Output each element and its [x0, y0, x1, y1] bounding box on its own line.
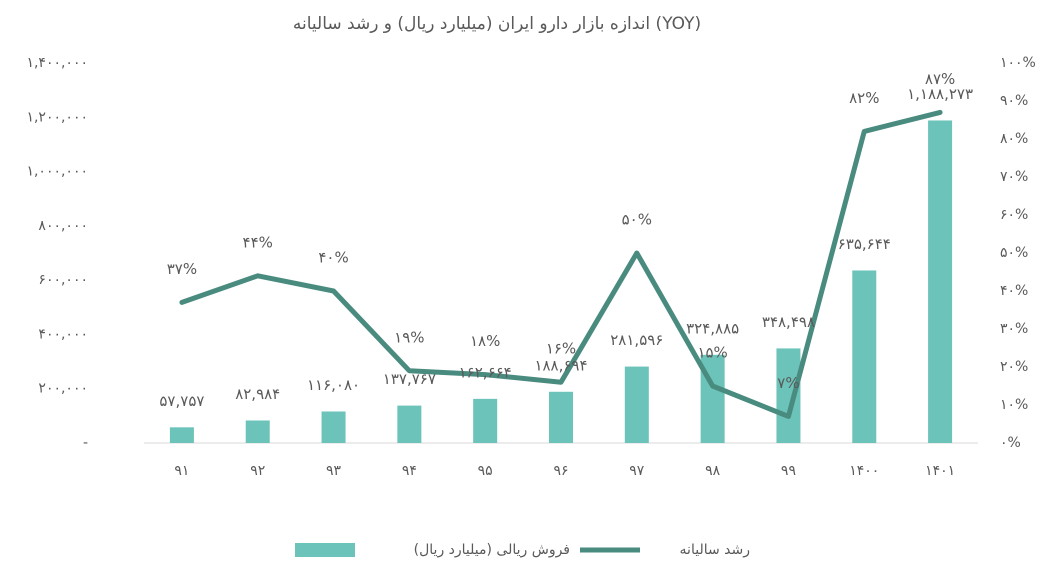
x-tick-label: ۱۴۰۰ [849, 463, 879, 479]
bar [397, 405, 422, 443]
x-tick-label: ۹۷ [629, 463, 645, 479]
bar-value-label: ۵۷,۷۵۷ [159, 392, 204, 410]
y2-tick-label: ۳۰% [1000, 321, 1028, 337]
line [179, 109, 943, 419]
legend-label: رشد سالیانه [680, 542, 750, 558]
y2-tick-label: ۴۰% [1000, 283, 1028, 299]
bar-value-label: ۱۶۲,۶۶۴ [459, 363, 512, 381]
y-tick-label: ۸۰۰,۰۰۰ [38, 218, 88, 234]
y2-tick-label: ۱۰% [1000, 397, 1028, 413]
bar [245, 420, 270, 443]
y-tick-label: ۱,۰۰۰,۰۰۰ [26, 164, 88, 180]
line-value-label: ۸۷% [925, 70, 955, 88]
y-tick-label: ۱,۲۰۰,۰۰۰ [26, 109, 88, 125]
bar-value-label: ۲۸۱,۵۹۶ [610, 331, 663, 349]
bar [852, 270, 877, 443]
line-value-label: ۴۰% [318, 249, 348, 267]
bar [624, 366, 649, 443]
chart-title: اندازه بازار دارو ایران (میلیارد ریال) و… [293, 14, 701, 34]
x-tick-label: ۹۵ [478, 463, 493, 479]
bar-value-label: ۳۲۴,۸۸۵ [686, 319, 739, 337]
bar-value-label: ۳۴۸,۴۹۸ [762, 313, 815, 331]
y-tick-label: ۶۰۰,۰۰۰ [38, 272, 88, 288]
line-value-label: ۱۵% [697, 344, 727, 362]
x-tick-label: ۹۱ [174, 463, 189, 479]
line-value-label: ۳۷% [167, 260, 197, 278]
line-value-label: ۸۲% [849, 89, 879, 107]
y-tick-label: ۲۰۰,۰۰۰ [38, 381, 88, 397]
x-tick-label: ۹۳ [326, 463, 342, 479]
line-value-label: ۱۸% [470, 332, 500, 350]
line-value-label: ۷% [777, 374, 799, 392]
bar [776, 348, 801, 443]
y-tick-label: ۴۰۰,۰۰۰ [38, 326, 88, 342]
bar-value-label: ۶۳۵,۶۴۴ [838, 235, 891, 253]
bar-value-label: ۱۳۷,۷۶۷ [383, 370, 436, 388]
x-tick-label: ۱۴۰۱ [925, 463, 955, 479]
y2-tick-label: ۱۰۰% [1000, 55, 1036, 71]
x-tick-label: ۹۲ [250, 463, 265, 479]
y2-tick-label: ۷۰% [1000, 169, 1028, 185]
y2-tick-label: ۶۰% [1000, 207, 1028, 223]
bar-value-label: ۸۲,۹۸۴ [235, 385, 280, 403]
bar-value-label: ۱,۱۸۸,۲۷۳ [907, 85, 973, 103]
x-tick-label: ۹۶ [553, 463, 568, 479]
legend-swatch [295, 543, 355, 557]
y-tick-label: - [83, 435, 88, 451]
bar [169, 427, 194, 443]
line-value-label: ۱۹% [394, 328, 424, 346]
x-tick-label: ۹۸ [705, 463, 721, 479]
bar [549, 391, 573, 443]
y2-tick-label: ۵۰% [1000, 245, 1028, 261]
legend-label: فروش ریالی (میلیارد ریال) [414, 542, 570, 558]
y2-tick-label: ۲۰% [1000, 359, 1028, 375]
y2-tick-label: ۰% [1000, 435, 1021, 451]
bar-value-label: ۱۱۶,۰۸۰ [307, 376, 360, 394]
x-tick-label: ۹۴ [402, 463, 417, 479]
y2-tick-label: ۹۰% [1000, 93, 1028, 109]
y-tick-label: ۱,۴۰۰,۰۰۰ [26, 55, 88, 71]
x-tick-label: ۹۹ [781, 463, 796, 479]
line-value-label: ۱۶% [546, 340, 576, 358]
bar [473, 398, 498, 443]
line-value-label: ۴۴% [243, 233, 273, 251]
line-value-label: ۵۰% [622, 211, 652, 229]
bar-value-label: ۱۸۸,۶۹۴ [534, 356, 587, 374]
bar [321, 411, 346, 443]
bar [928, 120, 953, 444]
y2-tick-label: ۸۰% [1000, 131, 1028, 147]
